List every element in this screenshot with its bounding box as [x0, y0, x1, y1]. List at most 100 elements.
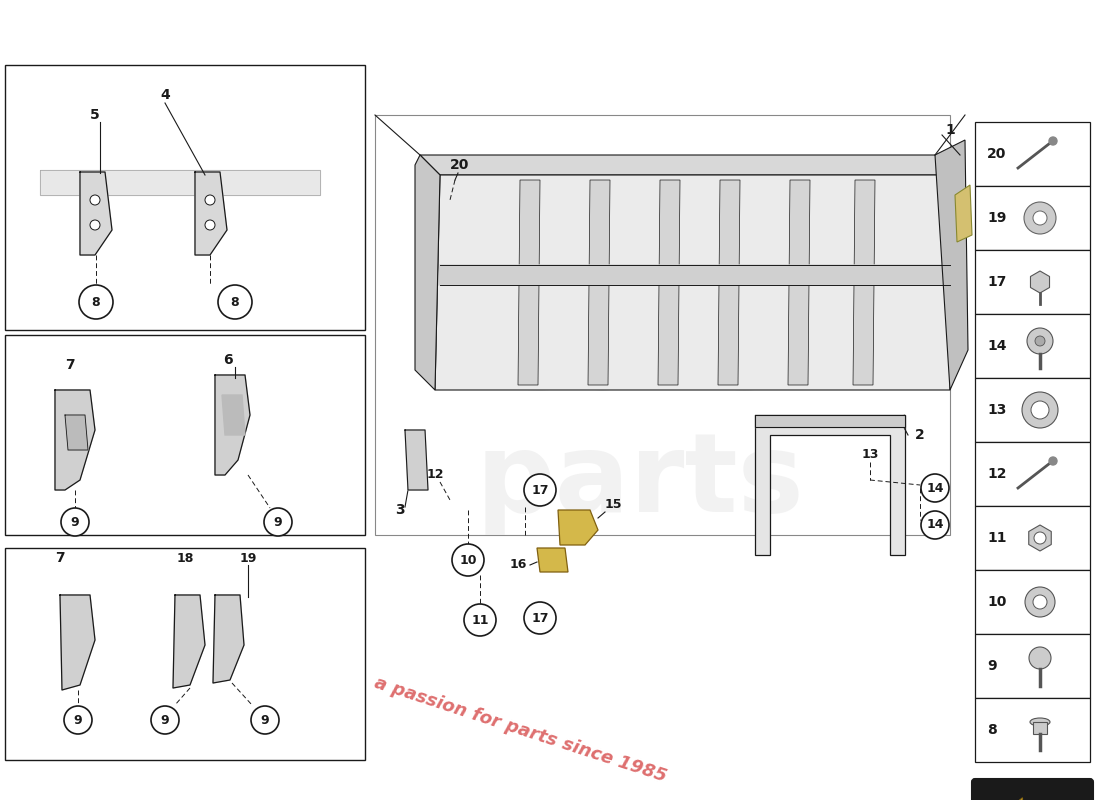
- Bar: [975, 506, 1090, 570]
- Text: 9: 9: [987, 659, 997, 673]
- Bar: [975, 698, 1090, 762]
- Bar: [975, 250, 1090, 314]
- Polygon shape: [222, 395, 245, 435]
- Text: 20: 20: [450, 158, 470, 172]
- Polygon shape: [405, 430, 428, 490]
- Text: a passion for parts since 1985: a passion for parts since 1985: [372, 674, 669, 786]
- Circle shape: [1025, 587, 1055, 617]
- Polygon shape: [558, 510, 598, 545]
- Polygon shape: [173, 595, 205, 688]
- Circle shape: [64, 706, 92, 734]
- Text: 10: 10: [987, 595, 1007, 609]
- Circle shape: [524, 474, 556, 506]
- FancyBboxPatch shape: [972, 779, 1093, 800]
- Text: 3: 3: [395, 503, 405, 517]
- Circle shape: [79, 285, 113, 319]
- Polygon shape: [588, 180, 610, 385]
- Text: 11: 11: [987, 531, 1007, 545]
- Circle shape: [151, 706, 179, 734]
- Bar: [6, 548, 365, 760]
- Polygon shape: [955, 185, 972, 242]
- Bar: [6, 65, 365, 330]
- Circle shape: [251, 706, 279, 734]
- Text: 20: 20: [987, 147, 1007, 161]
- Text: 18: 18: [176, 551, 194, 565]
- Text: 16: 16: [509, 558, 527, 571]
- Polygon shape: [213, 595, 244, 683]
- Polygon shape: [1031, 271, 1049, 293]
- Text: 12: 12: [987, 467, 1007, 481]
- Polygon shape: [1028, 525, 1052, 551]
- Polygon shape: [60, 595, 95, 690]
- Text: 19: 19: [987, 211, 1007, 225]
- Bar: [975, 634, 1090, 698]
- Text: 10: 10: [460, 554, 476, 566]
- Polygon shape: [214, 375, 250, 475]
- Circle shape: [1033, 595, 1047, 609]
- Text: 17: 17: [987, 275, 1007, 289]
- Circle shape: [90, 220, 100, 230]
- Text: euro
parts: euro parts: [475, 305, 804, 535]
- Circle shape: [1049, 137, 1057, 145]
- Circle shape: [90, 195, 100, 205]
- Circle shape: [1024, 202, 1056, 234]
- Circle shape: [1022, 392, 1058, 428]
- Text: 1: 1: [945, 123, 955, 137]
- Bar: [6, 335, 365, 535]
- Text: 17: 17: [531, 483, 549, 497]
- Text: 15: 15: [605, 498, 623, 511]
- Text: 9: 9: [261, 714, 270, 726]
- Bar: [975, 122, 1090, 186]
- Circle shape: [205, 220, 214, 230]
- Text: 9: 9: [70, 515, 79, 529]
- Polygon shape: [415, 155, 440, 390]
- Text: 11: 11: [471, 614, 488, 626]
- Text: 8: 8: [231, 295, 240, 309]
- Bar: [375, 115, 950, 535]
- Polygon shape: [420, 155, 955, 175]
- Circle shape: [1027, 328, 1053, 354]
- Text: 9: 9: [74, 714, 82, 726]
- Text: 19: 19: [240, 551, 256, 565]
- Polygon shape: [40, 170, 320, 195]
- Text: 17: 17: [531, 611, 549, 625]
- Polygon shape: [755, 415, 905, 555]
- Polygon shape: [55, 390, 95, 490]
- Polygon shape: [658, 180, 680, 385]
- Polygon shape: [935, 140, 968, 390]
- Circle shape: [1028, 647, 1050, 669]
- Text: 4: 4: [161, 88, 169, 102]
- Polygon shape: [65, 415, 88, 450]
- Polygon shape: [994, 798, 1070, 800]
- Polygon shape: [852, 180, 874, 385]
- Bar: [975, 314, 1090, 378]
- Text: 7: 7: [65, 358, 75, 372]
- Text: 14: 14: [926, 482, 944, 494]
- Text: 9: 9: [161, 714, 169, 726]
- Polygon shape: [434, 175, 955, 390]
- Polygon shape: [438, 265, 950, 285]
- Polygon shape: [518, 180, 540, 385]
- Text: 12: 12: [427, 469, 443, 482]
- Text: 8: 8: [91, 295, 100, 309]
- Text: 2: 2: [915, 428, 925, 442]
- Circle shape: [1031, 401, 1049, 419]
- Circle shape: [921, 474, 949, 502]
- Polygon shape: [788, 180, 810, 385]
- Circle shape: [264, 508, 292, 536]
- Polygon shape: [755, 415, 905, 427]
- Bar: [1033, 722, 1047, 734]
- Circle shape: [452, 544, 484, 576]
- Circle shape: [60, 508, 89, 536]
- Circle shape: [1035, 336, 1045, 346]
- Polygon shape: [537, 548, 568, 572]
- Circle shape: [205, 195, 214, 205]
- Text: 13: 13: [987, 403, 1007, 417]
- Circle shape: [524, 602, 556, 634]
- Circle shape: [218, 285, 252, 319]
- Polygon shape: [80, 172, 112, 255]
- Text: 8: 8: [987, 723, 997, 737]
- Bar: [975, 442, 1090, 506]
- Ellipse shape: [1030, 718, 1050, 726]
- Circle shape: [1034, 532, 1046, 544]
